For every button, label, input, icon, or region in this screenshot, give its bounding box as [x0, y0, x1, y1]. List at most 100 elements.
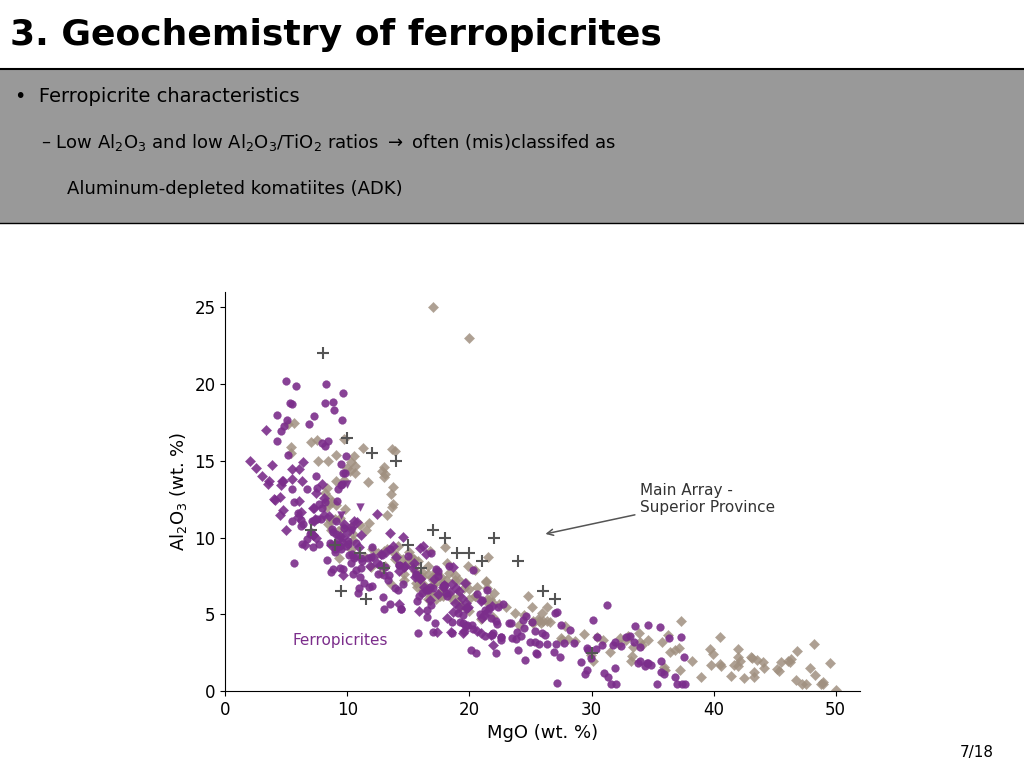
Point	[284, 472, 300, 485]
Point	[294, 538, 310, 551]
Point	[335, 531, 351, 543]
Point	[382, 543, 398, 555]
Point	[588, 643, 604, 655]
Point	[409, 570, 425, 582]
Point	[351, 571, 368, 584]
Point	[308, 487, 325, 499]
Point	[553, 634, 569, 646]
Point	[441, 567, 458, 579]
Point	[460, 601, 476, 613]
Text: – Low Al$_2$O$_3$ and low Al$_2$O$_3$/TiO$_2$ ratios $\rightarrow$ often (mis)cl: – Low Al$_2$O$_3$ and low Al$_2$O$_3$/Ti…	[41, 132, 616, 154]
Point	[452, 584, 468, 597]
Point	[439, 558, 456, 570]
Point	[271, 491, 288, 503]
Point	[413, 571, 429, 584]
Point	[308, 482, 325, 494]
Point	[295, 455, 311, 468]
Point	[330, 525, 346, 537]
Point	[446, 569, 463, 581]
Point	[652, 655, 669, 667]
Point	[669, 677, 685, 690]
Point	[343, 521, 359, 534]
Point	[535, 615, 551, 627]
Point	[512, 630, 528, 642]
Point	[408, 569, 424, 581]
Point	[489, 601, 506, 613]
Y-axis label: Al$_2$O$_3$ (wt. %): Al$_2$O$_3$ (wt. %)	[168, 432, 188, 551]
Point	[395, 568, 412, 580]
Point	[263, 458, 280, 471]
Point	[436, 579, 453, 591]
Point	[330, 482, 346, 495]
Point	[509, 627, 525, 639]
Point	[306, 515, 323, 527]
Point	[540, 601, 556, 613]
Point	[426, 573, 442, 585]
Point	[332, 541, 348, 553]
Point	[461, 605, 477, 617]
Point	[379, 509, 395, 521]
Point	[295, 518, 311, 530]
Point	[349, 587, 366, 599]
Point	[373, 568, 389, 580]
Point	[336, 518, 352, 530]
Point	[422, 581, 438, 593]
Point	[362, 560, 379, 572]
Point	[632, 636, 648, 648]
Point	[342, 455, 358, 468]
Point	[782, 654, 799, 666]
Point	[430, 565, 446, 578]
Point	[425, 301, 441, 313]
Point	[351, 547, 368, 559]
Point	[667, 671, 683, 684]
Point	[423, 598, 439, 611]
Point	[438, 612, 455, 624]
Point	[311, 498, 328, 510]
Point	[383, 488, 399, 500]
Point	[705, 647, 721, 660]
Point	[328, 475, 344, 487]
Point	[305, 410, 322, 422]
Point	[534, 627, 550, 640]
Point	[303, 526, 319, 538]
Point	[444, 593, 461, 605]
Point	[420, 593, 436, 605]
Point	[445, 606, 462, 618]
Point	[455, 608, 471, 621]
Point	[267, 495, 284, 507]
Point	[430, 570, 446, 582]
Point	[334, 536, 350, 548]
Point	[324, 522, 340, 535]
Point	[328, 498, 344, 511]
Text: Aluminum-depleted komatiites (ADK): Aluminum-depleted komatiites (ADK)	[67, 180, 402, 198]
Point	[674, 677, 690, 690]
Point	[438, 587, 455, 599]
Point	[516, 608, 532, 621]
Point	[327, 513, 343, 525]
Point	[248, 462, 264, 475]
Point	[391, 559, 408, 571]
Point	[677, 677, 693, 690]
Point	[376, 461, 392, 473]
Point	[510, 554, 526, 567]
Point	[484, 596, 501, 608]
Point	[730, 651, 746, 664]
Point	[600, 671, 616, 684]
Point	[393, 604, 410, 616]
Point	[279, 524, 295, 536]
Point	[458, 620, 474, 632]
Point	[290, 506, 306, 518]
Point	[376, 562, 392, 574]
Point	[419, 604, 435, 617]
Point	[579, 664, 595, 676]
Point	[480, 551, 497, 564]
Point	[604, 639, 621, 651]
Point	[364, 580, 380, 592]
Point	[254, 470, 270, 482]
Point	[335, 569, 351, 581]
Point	[516, 621, 532, 634]
Point	[371, 568, 387, 580]
Point	[589, 631, 605, 643]
Point	[562, 624, 579, 637]
Point	[377, 561, 393, 573]
